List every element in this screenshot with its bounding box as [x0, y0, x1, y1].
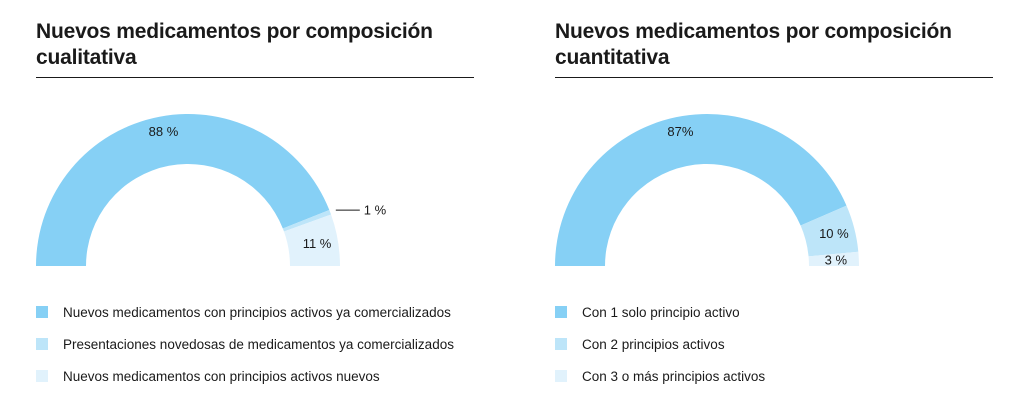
data-label: 88 %: [149, 124, 179, 139]
legend-item: Nuevos medicamentos con principios activ…: [36, 296, 476, 328]
legend-item: Con 2 principios activos: [555, 328, 995, 360]
legend-swatch: [555, 338, 567, 350]
semi-donut-chart: 88 % 1 % 11 %: [36, 114, 387, 266]
donut-segment: [808, 251, 859, 266]
legend-label: Nuevos medicamentos con principios activ…: [63, 304, 451, 320]
title-divider: [555, 77, 993, 78]
legend-label: Nuevos medicamentos con principios activ…: [63, 368, 380, 384]
legend-swatch: [36, 306, 48, 318]
legend-swatch: [36, 338, 48, 350]
legend-label: Con 3 o más principios activos: [582, 368, 766, 384]
legend-label: Presentaciones novedosas de medicamentos…: [63, 336, 454, 352]
donut-segment: [800, 205, 859, 257]
data-label: 10 %: [819, 226, 849, 241]
chart-legend: Nuevos medicamentos con principios activ…: [36, 296, 476, 392]
donut-segment: [36, 114, 330, 266]
legend-item: Con 1 solo principio activo: [555, 296, 995, 328]
legend-item: Con 3 o más principios activos: [555, 360, 995, 392]
chart-panel-quantitative: Nuevos medicamentos por composición cuan…: [555, 0, 995, 404]
title-divider: [36, 77, 474, 78]
legend-item: Presentaciones novedosas de medicamentos…: [36, 328, 476, 360]
chart-legend: Con 1 solo principio activo Con 2 princi…: [555, 296, 995, 392]
data-label: 3 %: [825, 252, 848, 267]
donut-segment: [555, 113, 847, 266]
legend-swatch: [555, 370, 567, 382]
data-label: 11 %: [303, 236, 332, 251]
legend-label: Con 1 solo principio activo: [582, 304, 740, 320]
semi-donut-chart: 87% 10 % 3 %: [555, 113, 859, 267]
legend-label: Con 2 principios activos: [582, 336, 725, 352]
legend-item: Nuevos medicamentos con principios activ…: [36, 360, 476, 392]
donut-segment: [282, 210, 332, 232]
chart-panel-qualitative: Nuevos medicamentos por composición cual…: [36, 0, 476, 404]
data-label: 1 %: [364, 203, 387, 218]
legend-swatch: [36, 370, 48, 382]
donut-segment: [283, 214, 340, 266]
legend-swatch: [555, 306, 567, 318]
chart-title: Nuevos medicamentos por composición cual…: [36, 20, 433, 69]
data-label: 87%: [667, 124, 693, 139]
chart-title: Nuevos medicamentos por composición cuan…: [555, 20, 952, 69]
